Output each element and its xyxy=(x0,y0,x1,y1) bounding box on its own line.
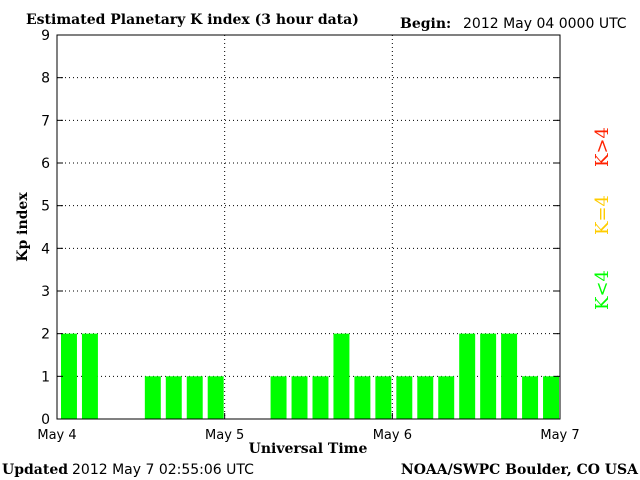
kp-bar xyxy=(543,376,559,419)
updated-label: Updated xyxy=(2,462,68,478)
kp-bar xyxy=(312,376,329,419)
kp-bar xyxy=(291,376,308,419)
kp-bar xyxy=(501,333,518,419)
kp-bar xyxy=(396,376,413,419)
source-credit: NOAA/SWPC Boulder, CO USA xyxy=(401,462,639,478)
y-tick-label: 6 xyxy=(41,156,50,172)
grid-lines xyxy=(57,34,560,419)
kp-bar xyxy=(438,376,455,419)
y-tick-label: 1 xyxy=(41,369,50,385)
y-tick-label: 3 xyxy=(41,284,50,300)
kp-bar xyxy=(522,376,539,419)
kp-bar xyxy=(270,376,287,419)
x-tick-label: May 5 xyxy=(205,428,244,443)
bars-group xyxy=(61,333,559,419)
kp-bar xyxy=(61,333,77,419)
y-tick-label: 7 xyxy=(41,113,50,129)
y-tick-label: 2 xyxy=(41,327,50,343)
chart-title: Estimated Planetary K index (3 hour data… xyxy=(26,12,359,28)
kp-bar xyxy=(333,333,350,419)
kp-bar xyxy=(144,376,161,419)
x-axis-ticks: May 4 May 5 May 6 May 7 xyxy=(37,413,580,443)
plot-frame xyxy=(56,34,561,420)
y-tick-label: 0 xyxy=(41,412,50,428)
x-tick-label: May 7 xyxy=(540,428,579,443)
y-axis-ticks: 0 1 2 3 4 5 6 7 8 9 xyxy=(41,28,560,428)
legend-item: K<4 xyxy=(592,270,613,310)
kp-bar xyxy=(186,376,203,419)
y-axis-title: Kp index xyxy=(15,192,31,262)
updated-value: 2012 May 7 02:55:06 UTC xyxy=(72,462,254,478)
y-tick-label: 4 xyxy=(41,241,50,257)
y-tick-label: 9 xyxy=(41,28,50,44)
legend-item: K>4 xyxy=(592,127,613,167)
kp-bar xyxy=(480,333,497,419)
kp-bar xyxy=(207,376,224,419)
y-tick-label: 8 xyxy=(41,71,50,87)
kp-bar xyxy=(165,376,182,419)
x-axis-title: Universal Time xyxy=(249,441,368,457)
kp-bar xyxy=(459,333,476,419)
kp-bar xyxy=(81,333,98,419)
begin-label: Begin: xyxy=(400,16,451,32)
kp-bar xyxy=(354,376,371,419)
kp-bar xyxy=(375,376,392,419)
y-tick-label: 5 xyxy=(41,199,50,215)
begin-value: 2012 May 04 0000 UTC xyxy=(463,16,627,32)
x-tick-label: May 6 xyxy=(373,428,412,443)
legend: K<4 K=4 K>4 xyxy=(592,127,613,310)
kp-bar xyxy=(417,376,434,419)
legend-item: K=4 xyxy=(592,195,613,235)
x-tick-label: May 4 xyxy=(37,428,76,443)
